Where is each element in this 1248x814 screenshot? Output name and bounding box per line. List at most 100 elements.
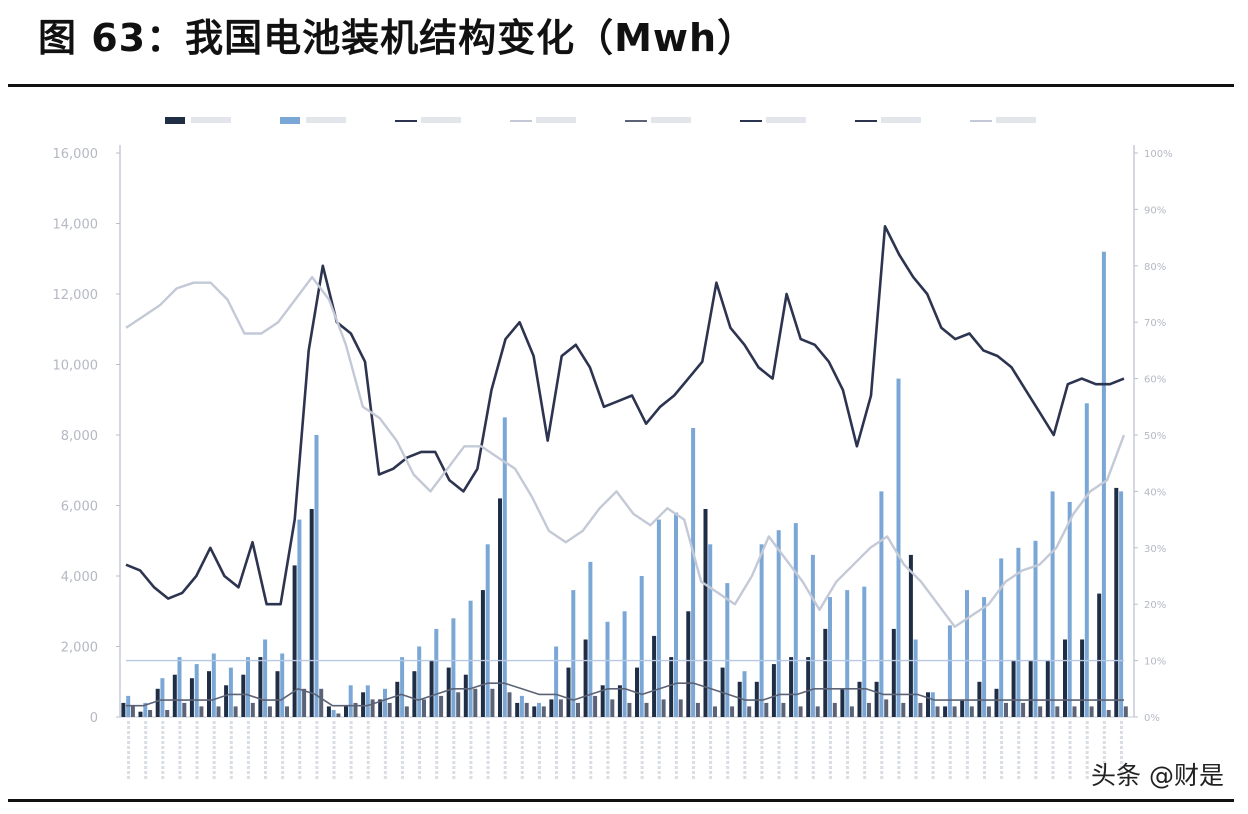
bar-dark_bar-40 [806,657,811,717]
left-tick-label: 6,000 [61,500,98,515]
bar-light_bar-53 [1033,540,1038,718]
line-line_mid [126,682,1124,707]
bar-dark_bar-26 [566,667,571,717]
bar-light_bar-6 [228,667,233,717]
bar-light_bar-38 [776,530,781,717]
bar-light_bar-24 [537,702,541,717]
bar-dark_bar-24 [532,706,537,717]
bar-dark_bar-14 [361,692,366,717]
bar-line_mid-16 [404,706,409,717]
left-y-axis: 0 2,000 4,000 6,000 8,000 10,000 12,000 14,000 1… [53,145,1134,726]
bar-light_bar-19 [451,618,456,717]
bar-dark_bar-54 [1045,660,1050,717]
right-tick-label: 40% [1144,487,1166,498]
bar-light_bar-1 [143,702,148,717]
bar-dark_bar-44 [874,681,879,718]
bar-line_mid-40 [815,706,820,717]
bar-line_mid-51 [1004,702,1008,717]
bar-line_mid-13 [353,702,358,717]
bar-dark_bar-21 [480,590,485,717]
bar-light_bar-10 [297,519,302,717]
bar-light_bar-50 [982,597,987,717]
bar-line_mid-39 [798,706,803,717]
right-tick-label: 100% [1144,149,1173,160]
left-tick-label: 12,000 [53,288,99,303]
bar-light_bar-11 [314,435,319,717]
bar-dark_bar-6 [224,685,229,717]
left-tick-label: 0 [90,711,98,726]
bar-light_bar-15 [383,688,387,717]
bar-light_bar-9 [280,653,285,717]
legend-label-0 [191,117,231,123]
bar-line_mid-12 [336,713,341,717]
right-tick-label: 30% [1144,544,1166,555]
legend-label-7 [996,117,1036,123]
bar-light_bar-46 [913,639,918,717]
bar-line_mid-5 [216,706,221,717]
bar-line_mid-41 [832,702,837,717]
bar-light_bar-29 [622,611,627,718]
right-tick-label: 20% [1144,600,1166,611]
bar-line_mid-31 [661,699,666,717]
bar-dark_bar-8 [258,657,263,717]
bar-light_bar-33 [691,428,696,717]
bar-line_mid-54 [1055,706,1060,717]
bar-light_bar-44 [879,491,884,717]
legend-label-3 [536,117,576,123]
bar-line_mid-8 [267,706,272,717]
bar-line_mid-49 [969,706,974,717]
bar-dark_bar-18 [429,660,434,717]
bar-light_bar-52 [1016,547,1021,717]
bar-dark_bar-56 [1080,639,1085,717]
bar-light_bar-54 [1050,491,1055,717]
bar-dark_bar-53 [1028,660,1033,717]
bar-light_bar-36 [742,671,747,717]
bar-dark_bar-55 [1063,639,1067,717]
bar-line_mid-42 [849,706,854,717]
bar-light_bar-21 [485,544,490,717]
bar-line_mid-45 [901,702,906,717]
bar-line_mid-17 [422,699,426,717]
bar-dark_bar-0 [121,702,126,717]
bar-light_bar-37 [759,544,764,717]
bar-line_mid-32 [678,699,683,717]
legend-swatch-1 [280,117,300,124]
legend-label-5 [766,117,806,123]
bar-light_bar-7 [246,657,250,717]
bar-light_bar-51 [999,558,1004,717]
bar-dark_bar-22 [498,498,502,717]
bar-dark_bar-13 [344,706,348,717]
bar-line_mid-33 [695,702,700,717]
bar-dark_bar-10 [292,565,297,717]
bar-line_mid-34 [713,706,717,717]
bar-light_bar-30 [639,576,644,717]
bar-line_mid-26 [576,702,580,717]
bar-dark_bar-39 [789,657,794,717]
bar-light_bar-22 [502,417,507,717]
right-tick-label: 90% [1144,205,1166,216]
bar-dark_bar-36 [737,681,742,718]
bar-dark_bar-43 [857,681,862,718]
bar-line_mid-18 [439,695,444,717]
bar-line_mid-24 [541,706,546,717]
bar-light_bar-47 [930,692,935,717]
bar-dark_bar-27 [583,639,588,717]
bar-light_bar-43 [862,586,867,717]
line-line_dark [125,225,1125,606]
bar-line_mid-10 [302,688,307,717]
battery-structure-chart: 0 2,000 4,000 6,000 8,000 10,000 12,000 14,000 1… [53,117,1173,779]
bar-dark_bar-16 [395,681,400,718]
bar-line_mid-9 [285,706,289,717]
bar-dark_bar-49 [960,699,965,717]
bar-line_mid-38 [781,702,786,717]
bar-dark_bar-29 [617,685,622,717]
bar-light_bar-56 [1084,403,1089,717]
bar-light_bar-35 [725,583,730,717]
bar-line_mid-14 [370,699,375,717]
bar-light_bar-28 [605,621,610,717]
bar-light_bar-12 [331,710,336,717]
bar-light_bar-41 [828,597,832,717]
left-tick-label: 8,000 [61,429,98,444]
bar-line_mid-58 [1123,706,1128,717]
bar-light_bar-13 [348,685,353,717]
